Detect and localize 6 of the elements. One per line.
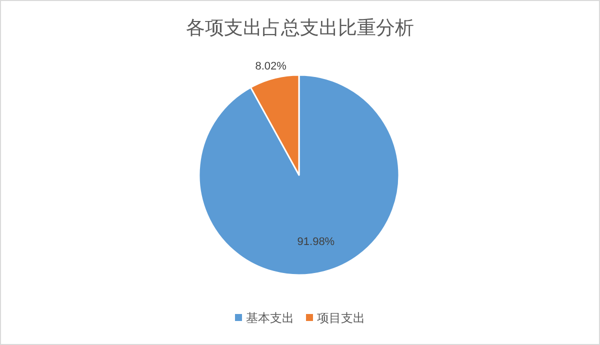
legend-label: 基本支出 [246,311,294,325]
legend-label: 项目支出 [317,311,365,325]
chart-title: 各项支出占总支出比重分析 [186,18,414,39]
data-label: 91.98% [297,236,335,248]
data-label: 8.02% [255,60,287,73]
pie-slice [198,74,400,276]
